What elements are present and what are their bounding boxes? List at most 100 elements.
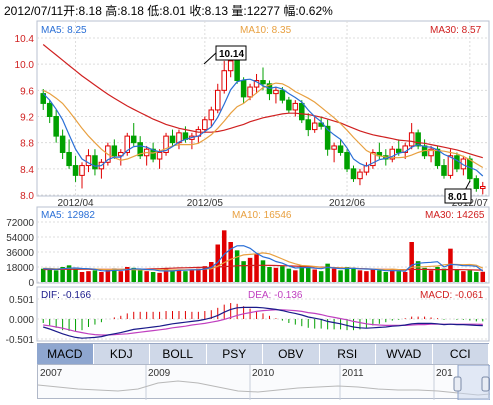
navigator-right-handle[interactable] — [481, 376, 490, 392]
volume-bar — [92, 270, 98, 282]
tab-macd[interactable]: MACD — [37, 344, 94, 364]
volume-bar — [163, 268, 169, 282]
volume-bar — [228, 242, 233, 282]
price-candle-body — [46, 102, 53, 117]
volume-bar — [53, 270, 59, 282]
high-marker: 10.14 — [203, 45, 247, 65]
price-ma5-line — [42, 78, 484, 177]
volume-bar — [396, 271, 402, 282]
volume-ma30-legend: MA30: 14265 — [425, 210, 485, 221]
price-candle-body — [305, 119, 312, 131]
tab-psy[interactable]: PSY — [207, 344, 263, 364]
volume-bar — [183, 271, 188, 282]
price-xtick-label: 2012/06 — [329, 198, 366, 209]
price-ma10-legend: MA10: 8.35 — [240, 25, 292, 36]
volume-bar — [286, 268, 292, 282]
price-candle-body — [279, 89, 286, 101]
high-marker-leader — [203, 51, 218, 65]
price-candle-body — [111, 145, 118, 157]
volume-ma10-legend: MA10: 16546 — [232, 210, 292, 221]
navigator-left-handle[interactable] — [453, 376, 462, 392]
price-candle-body — [473, 178, 480, 189]
volume-bar — [196, 268, 201, 282]
price-candle-body — [389, 148, 396, 160]
price-ytick-label: 8.8 — [20, 139, 34, 150]
volume-bar — [66, 265, 72, 282]
volume-bar — [402, 272, 408, 282]
volume-bar — [86, 271, 91, 282]
price-ma30-line — [42, 44, 483, 159]
volume-bar — [131, 267, 136, 282]
price-xtick-label: 2012/05 — [187, 198, 224, 209]
volume-ma10-line — [43, 252, 484, 271]
tab-wvad[interactable]: WVAD — [376, 344, 433, 364]
price-candle-body — [311, 122, 318, 131]
stock-chart[interactable]: 10.4 10.0 9.6 9.2 8.8 8.4 8.0 2012/04 2012/05 20… — [0, 0, 493, 345]
tab-rsi[interactable]: RSI — [320, 344, 376, 364]
volume-ma5-legend: MA5: 12982 — [41, 210, 95, 221]
volume-bar — [312, 269, 317, 282]
tab-kdj[interactable]: KDJ — [94, 344, 150, 364]
volume-bar — [170, 270, 175, 282]
price-candle-body — [299, 102, 305, 121]
price-candle-body — [441, 165, 447, 176]
price-ytick-label: 9.2 — [20, 113, 34, 124]
volume-label: 量: — [231, 4, 247, 18]
volume-bar — [338, 270, 343, 282]
volume-bar — [325, 263, 330, 282]
volume-bar — [467, 270, 473, 282]
volume-bar — [73, 267, 78, 282]
volume-bar — [293, 270, 298, 282]
navigator-price-history — [37, 380, 491, 396]
price-candle-body — [156, 151, 163, 160]
price-candle-body — [208, 109, 215, 121]
volume-bar — [441, 268, 447, 282]
macd-dea-line — [43, 309, 483, 336]
price-candle-body — [395, 148, 402, 153]
price-candle-body — [447, 155, 454, 176]
macd-dif-legend: DIF: -0.166 — [41, 290, 91, 301]
tab-boll[interactable]: BOLL — [150, 344, 207, 364]
price-candle-body — [169, 135, 176, 144]
price-candle-body — [53, 116, 59, 137]
tab-obv[interactable]: OBV — [263, 344, 320, 364]
volume-bar — [273, 267, 279, 282]
volume-bar — [461, 271, 466, 282]
price-candle-body — [480, 185, 486, 189]
navigator-year-2012: 201 — [436, 368, 453, 379]
time-navigator[interactable]: 2007 2009 2010 2011 201 — [37, 364, 491, 401]
volume-bar — [254, 254, 259, 282]
volume-bar — [47, 269, 52, 282]
price-candle-body — [324, 125, 331, 150]
volume-bar — [40, 268, 46, 282]
price-ma5-legend: MA5: 8.25 — [41, 25, 87, 36]
price-panel-frame — [36, 20, 490, 197]
tab-cci[interactable]: CCI — [433, 344, 489, 364]
volume-bar — [435, 267, 440, 282]
quote-header: 2012/07/11开:8.18 高:8.18 低:8.01 收:8.13 量:… — [4, 2, 489, 20]
high-marker-label: 10.14 — [219, 49, 244, 60]
open-label: 开: — [63, 4, 79, 18]
volume-ytick-label: 0 — [28, 278, 34, 289]
price-candle-body — [137, 142, 143, 157]
volume-ytick-label: 36000 — [6, 248, 34, 259]
price-candle-body — [79, 165, 85, 176]
close-value: 8.13 — [204, 4, 229, 18]
price-candle-body — [163, 135, 169, 153]
price-candle-body — [85, 155, 92, 167]
navigator-year-2010: 2010 — [252, 368, 275, 379]
price-candle-body — [124, 135, 131, 153]
navigator-svg: 2007 2009 2010 2011 201 — [37, 364, 491, 401]
price-candle-body — [331, 145, 337, 150]
volume-bar — [351, 267, 356, 282]
volume-bar — [99, 272, 104, 282]
volume-bar — [105, 269, 111, 282]
price-candle-body — [59, 135, 66, 153]
price-ytick-label: 9.6 — [20, 86, 34, 97]
low-marker: 8.01 — [444, 180, 472, 204]
volume-bar — [390, 270, 395, 282]
volume-bar — [209, 262, 214, 282]
volume-bar — [370, 269, 376, 282]
volume-bar — [247, 257, 253, 282]
macd-ytick-label: -0.501 — [6, 335, 35, 345]
